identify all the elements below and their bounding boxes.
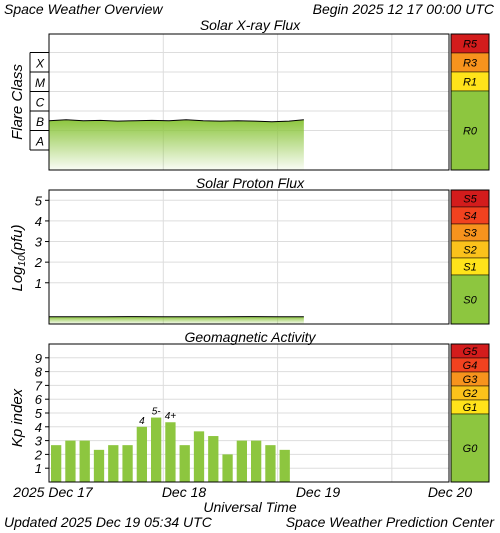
kp-tick-label: 4 [35,420,42,435]
x-axis-label: Universal Time [203,499,296,515]
scale-label: S2 [463,245,476,257]
xray-trace [48,119,304,123]
kp-bar [122,445,133,482]
panel-frames [48,33,490,483]
xray-class-label: B [36,115,44,129]
proton-tick-label: 2 [34,255,43,270]
kp-tick-label: 6 [35,392,43,407]
kp-bar [279,449,290,482]
proton-title: Solar Proton Flux [196,175,305,191]
scale-cell [450,413,490,483]
panel-frame [48,343,450,483]
xray-class-label: M [35,76,45,90]
scale-label: R5 [463,39,478,51]
xray-fill-area [49,119,304,170]
scale-label: R3 [463,58,478,70]
proton-tick-label: 1 [35,276,42,291]
xray-title: Solar X-ray Flux [200,17,301,33]
date-label-dec20: Dec 20 [428,484,473,500]
begin-time: Begin 2025 12 17 00:00 UTC [313,1,495,17]
kp-bar [251,440,262,482]
kp-bar [208,436,219,482]
kp-bar [65,440,76,482]
scale-cell [450,90,490,171]
proton-plot: 1 2 3 4 5 [34,193,304,324]
proton-tick-label: 5 [35,193,43,208]
scale-label: S1 [463,262,476,274]
kp-bar [93,449,105,482]
scale-label: G0 [463,443,479,455]
panel-frame [48,189,450,325]
proton-tick-label: 3 [35,235,43,250]
date-label-dec17: 2025 Dec 17 [12,484,94,500]
proton-tick-label: 4 [35,214,42,229]
kp-bar-label: 5- [152,407,162,418]
scale-label: G4 [463,360,478,372]
kp-bar [136,426,147,482]
kp-bar-label: 4 [139,416,145,427]
scale-label: G3 [463,374,479,386]
scale-label: S3 [463,228,477,240]
scale-frame [450,343,490,483]
kp-tick-label: 2 [34,447,43,462]
xray-class-label: A [35,134,44,148]
kp-tick-label: 1 [35,461,42,476]
kp-bar [108,445,119,482]
proton-ylabel-unit: (pfu) [9,224,26,255]
xray-ylabel: Flare Class [9,64,26,140]
kp-bar [193,431,205,482]
kp-tick-label: 9 [35,351,42,366]
kp-bar [236,440,247,482]
geomag-ylabel: Kp index [9,388,26,447]
kp-tick-label: 5 [35,406,43,421]
scale-label: R1 [463,77,477,89]
date-label-dec19: Dec 19 [296,484,341,500]
proton-fill-area [49,316,304,324]
scale-cell [450,274,490,325]
kp-tick-label: 7 [35,378,43,393]
scale-label: G5 [463,346,479,358]
kp-tick-label: 8 [35,365,43,380]
source-label: Space Weather Prediction Center [286,514,496,530]
scale-label: G2 [463,388,478,400]
kp-bar [179,445,190,482]
scale-columns: R5 R3 R1 R0 S5 S4 S3 S2 S1 S0 G5 G4 G3 G2 G1 G0 [450,33,490,483]
proton-ylabel: Log10(pfu) [9,224,28,291]
scale-label: R0 [463,126,478,138]
kp-bar [151,417,162,482]
proton-ylabel-sub: 10 [17,255,28,267]
kp-bar [79,440,90,482]
kp-bar [265,445,276,482]
proton-ylabel-log: Log [9,266,26,292]
scale-frame [450,189,490,325]
date-label-dec18: Dec 18 [162,484,207,500]
scale-frame [450,33,490,171]
panel-frame [48,33,450,171]
kp-bar [51,445,62,482]
kp-bar-label: 4+ [165,411,177,422]
updated-time: Updated 2025 Dec 19 05:34 UTC [4,514,213,530]
scale-label: S4 [463,211,476,223]
page-title: Space Weather Overview [4,1,163,17]
grid-lines [30,34,449,482]
xray-class-label: C [36,95,45,109]
xray-class-label: X [35,56,45,70]
scale-label: S0 [463,295,477,307]
kp-bar [222,454,233,482]
scale-label: S5 [463,194,477,206]
kp-bar [165,422,176,482]
kp-tick-label: 3 [35,434,43,449]
scale-label: G1 [463,402,478,414]
geomag-title: Geomagnetic Activity [185,329,317,345]
